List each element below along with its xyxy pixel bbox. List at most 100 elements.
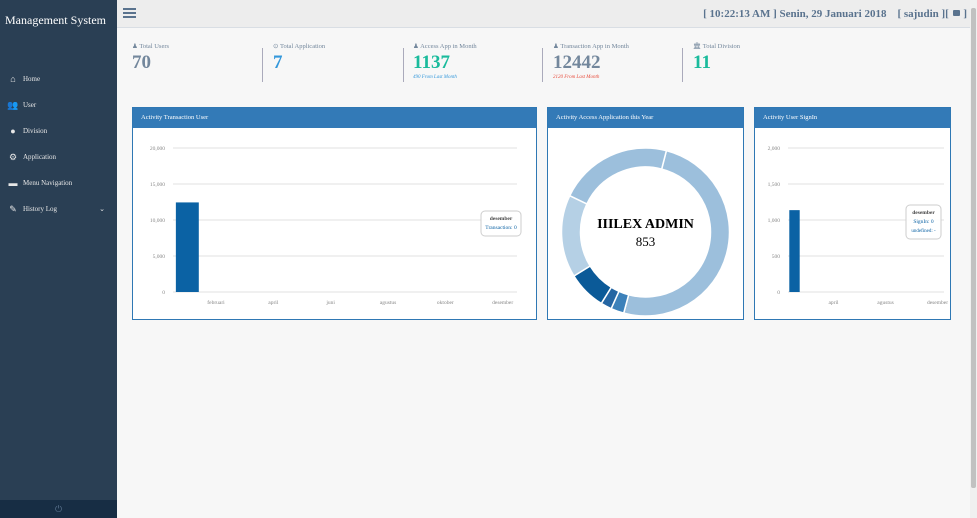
sidebar-item-division[interactable]: ● Division	[0, 118, 117, 144]
sidebar-item-home[interactable]: ⌂ Home	[0, 66, 117, 92]
y-tick-label: 500	[772, 254, 781, 260]
tooltip-value: Transaction: 0	[485, 225, 517, 231]
stat-sub: 2120 From Last Month	[553, 75, 600, 80]
stat-label: Access App in Month	[420, 43, 477, 50]
user-icon: ●	[10, 126, 16, 136]
user-menu[interactable]: [ sajudin ][ ]	[897, 8, 967, 20]
stat-divider	[262, 48, 263, 82]
y-tick-label: 5,000	[153, 254, 166, 260]
sidebar-item-label: Application	[23, 153, 57, 161]
stat-value: 7	[273, 52, 283, 73]
edit-icon: ✎	[9, 203, 17, 214]
stat-divider	[542, 48, 543, 82]
page-scrollbar[interactable]	[970, 0, 977, 518]
datetime-display: [ 10:22:13 AM ] Senin, 29 Januari 2018	[703, 8, 887, 20]
donut-slice	[568, 147, 668, 205]
stat-label: Total Users	[139, 43, 170, 50]
tooltip-title: desember	[490, 216, 513, 222]
stat-divider	[403, 48, 404, 82]
sidebar-item-user[interactable]: 👥 User	[0, 92, 117, 118]
chevron-down-icon: ⌄	[99, 205, 105, 213]
lock-icon[interactable]	[952, 10, 960, 16]
user-menu-tail: ]	[963, 8, 967, 20]
stat-total-division: 🏛 Total Division 11	[691, 42, 740, 84]
access-donut-chart: IIILEX ADMIN 853	[560, 147, 731, 317]
x-tick-label: februari	[207, 299, 225, 306]
user-icon: ♟	[413, 43, 419, 50]
tooltip-box	[905, 204, 942, 240]
x-tick-label: april	[828, 300, 839, 306]
sidebar-item-label: User	[23, 101, 37, 109]
panel-title: Activity Access Application this Year	[548, 108, 743, 128]
users-icon: 👥	[7, 99, 19, 110]
sidebar-item-history-log[interactable]: ✎ History Log ⌄	[0, 196, 117, 222]
tooltip-extra: undefined: -	[911, 229, 936, 234]
panel-access: Activity Access Application this Year II…	[547, 107, 744, 320]
panel-signin: Activity User SignIn 0 500 1,000 1,500 2,000…	[754, 107, 951, 320]
tooltip-box	[480, 210, 522, 237]
clock-icon: ⊙	[273, 43, 279, 50]
sidebar-item-label: Menu Navigation	[23, 179, 73, 187]
y-tick-label: 0	[162, 290, 165, 296]
scrollbar-thumb[interactable]	[971, 8, 976, 488]
panel-title: Activity Transaction User	[133, 108, 536, 128]
y-tick-label: 1,500	[768, 182, 781, 188]
y-tick-label: 20,000	[150, 146, 165, 152]
panel-transaction: Activity Transaction User 0 5,000 10,000 15…	[132, 107, 537, 320]
y-tick-label: 1,000	[768, 218, 781, 224]
chart-tooltip: desember Transaction: 0	[480, 210, 522, 237]
username-label: [ sajudin ][	[897, 8, 949, 20]
stat-label: Total Division	[702, 43, 741, 50]
transaction-chart: 0 5,000 10,000 15,000 20,000 februari april jun…	[150, 146, 522, 306]
stat-transaction-app: ♟ Transaction App in Month 12442 2120 Fr…	[551, 42, 629, 84]
y-tick-label: 10,000	[150, 218, 165, 224]
stat-total-users: ♟ Total Users 70	[130, 42, 169, 84]
donut-center-value: 853	[636, 234, 656, 249]
topbar-right: [ 10:22:13 AM ] Senin, 29 Januari 2018 […	[703, 8, 967, 20]
cogs-icon: ⚙	[8, 151, 18, 162]
chart-tooltip: desember SignIn: 0 undefined: -	[905, 204, 942, 240]
x-tick-label: agustus	[877, 300, 894, 306]
donut-center-label: IIILEX ADMIN	[597, 217, 694, 232]
brand-title[interactable]: Management System	[5, 13, 106, 27]
x-tick-label: april	[268, 300, 279, 306]
stat-value: 70	[132, 52, 151, 73]
stat-label: Transaction App in Month	[560, 43, 629, 50]
y-tick-label: 0	[777, 290, 780, 296]
stat-sub: 490 From Last Month	[413, 75, 457, 80]
y-tick-label: 2,000	[768, 146, 781, 152]
sidebar-menu: ⌂ Home 👥 User ● Division ⚙ Application ▬…	[0, 66, 117, 222]
sidebar-item-label: Home	[23, 75, 41, 83]
hamburger-menu-icon[interactable]	[123, 8, 136, 19]
stat-value: 1137	[413, 52, 450, 73]
top-navbar: [ 10:22:13 AM ] Senin, 29 Januari 2018 […	[117, 0, 977, 28]
bank-icon: 🏛	[693, 43, 702, 50]
sidebar-item-label: History Log	[23, 205, 58, 213]
donut-slice	[560, 194, 592, 277]
stat-divider	[682, 48, 683, 82]
stat-label: Total Application	[279, 43, 326, 50]
sidebar-item-menu-navigation[interactable]: ▬ Menu Navigation	[0, 170, 117, 196]
x-tick-label: juni	[325, 300, 335, 306]
menu-icon: ▬	[8, 178, 18, 188]
power-icon[interactable]: ⏻	[54, 504, 63, 514]
stat-value: 12442	[553, 52, 601, 73]
panel-title: Activity User SignIn	[755, 108, 950, 128]
x-tick-label: agustus	[380, 300, 397, 306]
stat-value: 11	[693, 52, 711, 73]
sidebar-item-application[interactable]: ⚙ Application	[0, 144, 117, 170]
user-icon: ♟	[132, 43, 138, 50]
x-tick-label: oktober	[437, 300, 454, 306]
home-icon: ⌂	[10, 74, 16, 84]
tooltip-title: desember	[912, 210, 935, 216]
stats-row: ♟ Total Users 70 ⊙ Total Application 7 ♟…	[130, 42, 970, 92]
bar	[789, 210, 800, 292]
signin-chart: 0 500 1,000 1,500 2,000 april agustus desemberd…	[768, 146, 949, 306]
sidebar-item-label: Division	[23, 127, 48, 135]
x-tick-label: desember	[492, 300, 513, 306]
stat-total-application: ⊙ Total Application 7	[271, 42, 325, 84]
sidebar-footer: ⏻	[0, 500, 117, 518]
user-icon: ♟	[553, 43, 559, 50]
bar	[175, 202, 199, 292]
sidebar: Management System ⌂ Home 👥 User ● Divisi…	[0, 0, 117, 518]
